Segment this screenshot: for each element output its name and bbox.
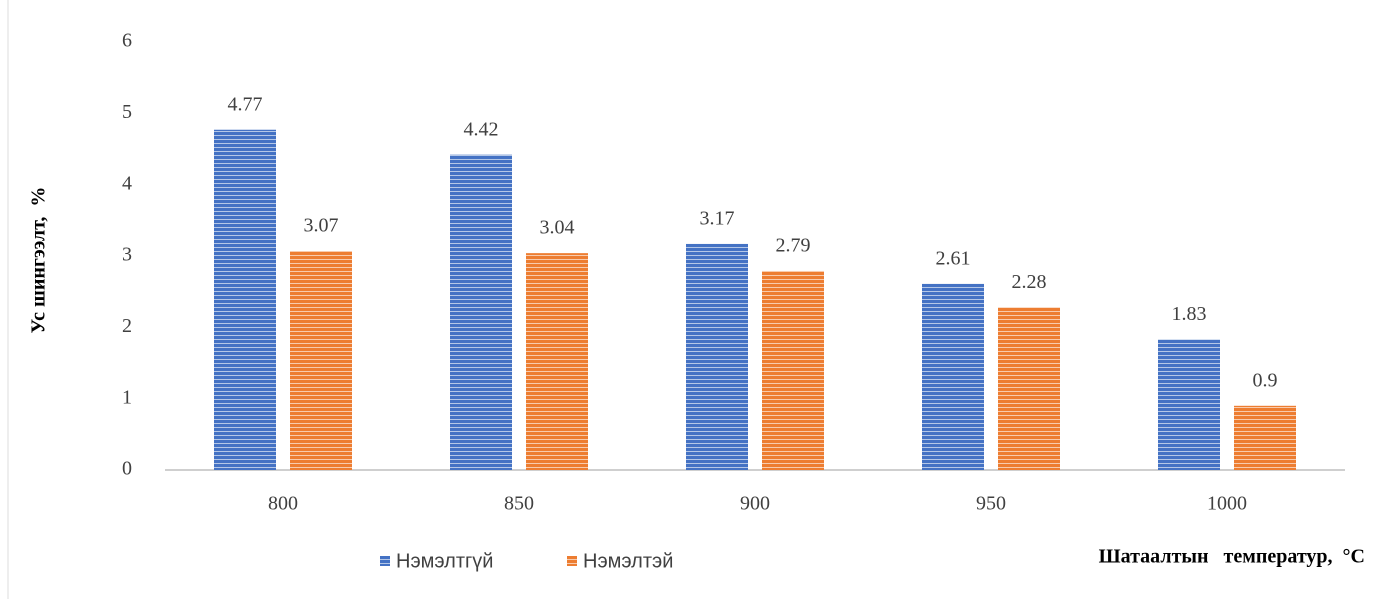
x-tick-label: 950 (976, 493, 1006, 515)
y-tick-label: 6 (122, 30, 132, 52)
bar (998, 307, 1060, 470)
bar (450, 154, 512, 470)
value-label: 0.9 (1253, 369, 1278, 391)
bar (526, 253, 588, 470)
value-label: 3.07 (304, 215, 339, 237)
legend-label: Нэмэлтэй (583, 550, 673, 572)
bar (686, 243, 748, 470)
bar (290, 251, 352, 470)
value-label: 2.28 (1012, 271, 1047, 293)
bar (762, 270, 824, 470)
x-tick-label: 900 (740, 493, 770, 515)
value-label: 2.79 (776, 235, 811, 257)
y-tick-label: 5 (122, 101, 132, 123)
value-label: 4.42 (464, 118, 499, 140)
bar (922, 283, 984, 470)
value-label: 2.61 (936, 247, 971, 269)
x-tick-label: 850 (504, 493, 534, 515)
y-tick-label: 2 (122, 315, 132, 337)
value-label: 3.04 (540, 217, 575, 239)
legend-label: Нэмэлтгүй (396, 550, 493, 572)
value-label: 1.83 (1172, 303, 1207, 325)
bar (214, 129, 276, 471)
legend-swatch (380, 556, 390, 566)
y-tick-label: 0 (122, 458, 132, 480)
y-axis-title: Ус шингээлт, % (28, 187, 50, 334)
y-tick-label: 1 (122, 386, 132, 408)
y-tick-label: 3 (122, 244, 132, 266)
y-tick-label: 4 (122, 172, 132, 194)
legend-swatch (567, 556, 577, 566)
x-tick-label: 800 (268, 493, 298, 515)
bar (1158, 339, 1220, 470)
x-tick-label: 1000 (1207, 493, 1247, 515)
value-label: 4.77 (228, 93, 263, 115)
bar (1234, 405, 1296, 470)
value-label: 3.17 (700, 207, 735, 229)
x-axis-title: Шатаалтын температур, °C (1099, 546, 1365, 568)
